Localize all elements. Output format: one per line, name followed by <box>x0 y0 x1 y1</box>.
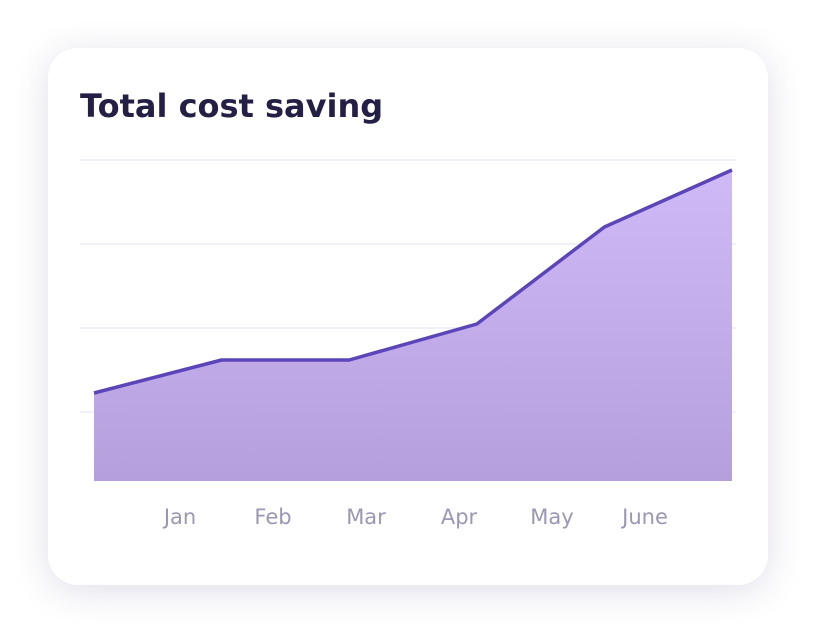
x-tick-label: June <box>620 505 668 529</box>
x-tick-label: Jan <box>162 505 196 529</box>
area-fill <box>94 170 732 481</box>
chart-title: Total cost saving <box>80 87 383 125</box>
area-line <box>93 168 733 395</box>
x-tick-label: Apr <box>441 505 478 529</box>
x-tick-label: May <box>530 505 573 529</box>
x-tick-label: Mar <box>346 505 386 529</box>
x-tick-label: Feb <box>254 505 291 529</box>
